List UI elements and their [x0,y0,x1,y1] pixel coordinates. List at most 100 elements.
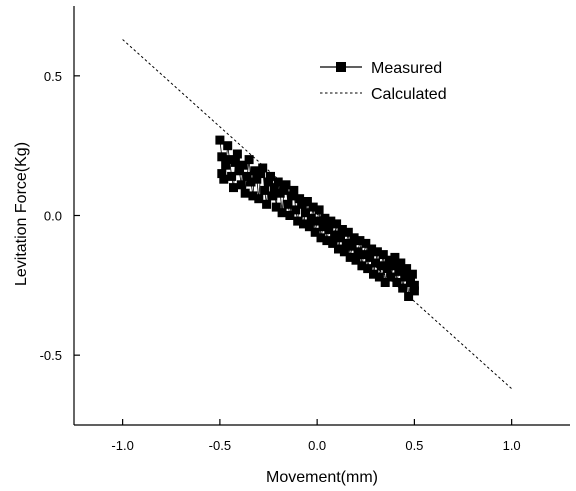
measured-point [269,183,279,193]
measured-point [394,266,404,276]
measured-point [219,174,229,184]
measured-point [299,219,308,229]
measured-point [328,238,338,248]
measured-point [343,227,353,237]
measured-point [250,166,260,176]
measured-point [232,149,242,159]
measured-point [392,278,402,287]
measured-point [372,247,382,257]
measured-point [306,213,316,223]
measured-point [273,177,283,187]
measured-point [402,264,412,274]
measured-point [341,238,351,248]
x-tick-label: 0.0 [308,438,326,453]
measured-point [369,269,378,279]
measured-point [240,188,250,198]
measured-point [217,169,227,179]
measured-point [267,191,277,201]
y-tick-label: 0.0 [44,209,62,224]
measured-point [357,261,367,271]
measured-point [386,272,396,282]
measured-point [330,230,340,240]
measured-point [409,286,419,296]
measured-point [371,258,380,268]
measured-point [285,211,295,220]
measured-point [221,160,231,170]
legend-measured-label: Measured [371,60,442,77]
measured-point [396,258,406,268]
measured-point [242,171,252,181]
measured-point [289,185,299,195]
y-tick-label: 0.5 [44,69,62,84]
x-tick-label: -0.5 [209,438,231,453]
measured-point [400,272,410,282]
legend-calculated-label: Calculated [371,86,447,103]
measured-point [217,152,227,162]
measured-point [297,199,307,209]
measured-point [349,233,359,243]
measured-point [252,174,262,184]
measured-point [382,264,392,274]
measured-point [318,222,328,232]
measured-point [254,194,264,204]
measured-point [353,247,363,257]
measured-point [225,155,235,165]
measured-point [287,191,297,201]
measured-point [256,169,266,179]
measured-point [351,255,361,265]
measured-point [388,261,398,271]
tick-labels: -1.0 -0.5 0.0 0.5 1.0 -0.5 0.0 0.5 [40,69,521,453]
legend: Measured Calculated [320,60,447,103]
measured-point [271,202,281,212]
measured-point [215,135,225,145]
measured-point [229,183,238,193]
measured-point [277,208,287,218]
measured-point [236,180,246,190]
measured-point [407,269,417,279]
measured-point [363,264,373,274]
measured-point [266,171,275,181]
measured-point [230,157,240,167]
measured-point [295,194,305,204]
measured-point [304,222,314,232]
x-tick-label: 0.5 [405,438,423,453]
measured-point [359,250,369,260]
measured-point [310,227,320,237]
x-axis-title: Movement(mm) [266,469,378,486]
measured-point [345,252,355,262]
measured-point [332,219,342,229]
measured-point [378,250,388,260]
measured-point [324,225,334,234]
y-axis-title: Levitation Force(Kg) [13,142,30,286]
measured-point [339,247,349,257]
measured-point [355,236,365,246]
measured-point [314,205,324,215]
measured-point [246,177,256,187]
measured-point [238,160,248,170]
measured-point [312,216,322,226]
measured-point [316,233,326,243]
measured-point [320,213,330,223]
measured-point [248,191,258,201]
measured-point [337,225,347,234]
measured-point [361,238,371,248]
measured-point [293,216,303,226]
y-tick-label: -0.5 [40,348,62,363]
x-tick-label: 1.0 [503,438,521,453]
measured-point [301,208,310,218]
measured-series [215,135,419,301]
measured-point [322,236,332,246]
measured-point [283,199,293,209]
measured-point [367,244,377,254]
measured-point [376,261,386,271]
measured-point [281,180,291,190]
measured-point [380,278,390,287]
measured-point [262,199,272,209]
measured-point [336,233,345,243]
measured-point [384,255,394,265]
measured-point [308,202,318,212]
measured-point [302,197,312,206]
measured-point [227,171,237,181]
